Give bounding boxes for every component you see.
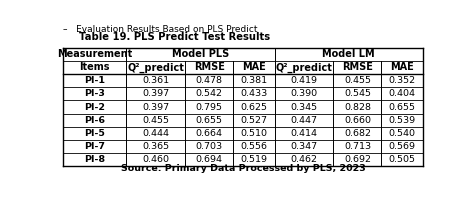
Text: 0.390: 0.390 [291, 89, 318, 98]
Text: 0.527: 0.527 [240, 116, 267, 125]
Text: 0.414: 0.414 [291, 129, 318, 138]
Text: 0.478: 0.478 [196, 76, 223, 85]
Text: 0.539: 0.539 [389, 116, 416, 125]
Text: PI-5: PI-5 [84, 129, 105, 138]
Text: Model PLS: Model PLS [172, 49, 229, 59]
Text: 0.713: 0.713 [344, 142, 371, 151]
Text: 0.655: 0.655 [389, 102, 416, 111]
Text: RMSE: RMSE [342, 62, 373, 72]
Text: 0.542: 0.542 [196, 89, 223, 98]
Text: 0.444: 0.444 [142, 129, 169, 138]
Text: MAE: MAE [242, 62, 266, 72]
Text: 0.625: 0.625 [240, 102, 267, 111]
Text: 0.510: 0.510 [240, 129, 267, 138]
Text: 0.419: 0.419 [291, 76, 318, 85]
Text: 0.433: 0.433 [240, 89, 267, 98]
Text: 0.505: 0.505 [389, 155, 416, 164]
Text: Q²_predict: Q²_predict [275, 62, 332, 73]
Text: 0.694: 0.694 [196, 155, 223, 164]
Text: PI-2: PI-2 [84, 102, 105, 111]
Text: 0.404: 0.404 [389, 89, 416, 98]
Text: 0.361: 0.361 [142, 76, 169, 85]
Text: 0.397: 0.397 [142, 89, 169, 98]
Text: Model LM: Model LM [322, 49, 375, 59]
Text: 0.460: 0.460 [142, 155, 169, 164]
Text: 0.365: 0.365 [142, 142, 169, 151]
Text: Source: Primary Data Processed by PLS, 2023: Source: Primary Data Processed by PLS, 2… [120, 164, 365, 173]
Text: 0.556: 0.556 [240, 142, 267, 151]
Text: MAE: MAE [390, 62, 414, 72]
Text: 0.660: 0.660 [344, 116, 371, 125]
Text: 0.455: 0.455 [142, 116, 169, 125]
Text: 0.345: 0.345 [291, 102, 318, 111]
Text: 0.664: 0.664 [196, 129, 223, 138]
Text: RMSE: RMSE [194, 62, 225, 72]
Text: Q²_predict: Q²_predict [127, 62, 184, 73]
Text: 0.462: 0.462 [291, 155, 318, 164]
Text: 0.381: 0.381 [240, 76, 267, 85]
Text: PI-7: PI-7 [84, 142, 105, 151]
Text: PI-3: PI-3 [84, 89, 105, 98]
Text: PI-8: PI-8 [84, 155, 105, 164]
Text: PI-6: PI-6 [84, 116, 105, 125]
Text: 0.545: 0.545 [344, 89, 371, 98]
Text: 0.352: 0.352 [389, 76, 416, 85]
Text: Items: Items [79, 62, 110, 72]
Text: 0.540: 0.540 [389, 129, 416, 138]
Text: 0.447: 0.447 [291, 116, 318, 125]
Text: 0.795: 0.795 [196, 102, 223, 111]
Text: 0.692: 0.692 [344, 155, 371, 164]
Text: 0.828: 0.828 [344, 102, 371, 111]
Text: Measurement: Measurement [57, 49, 132, 59]
Text: 0.682: 0.682 [344, 129, 371, 138]
Text: 0.655: 0.655 [196, 116, 223, 125]
Text: 0.519: 0.519 [240, 155, 267, 164]
Text: 0.703: 0.703 [196, 142, 223, 151]
Text: –   Evaluation Results Based on PLS Predict: – Evaluation Results Based on PLS Predic… [63, 25, 257, 34]
Text: Table 19. PLS Predict Test Results: Table 19. PLS Predict Test Results [80, 32, 271, 42]
Text: PI-1: PI-1 [84, 76, 105, 85]
Text: 0.347: 0.347 [291, 142, 318, 151]
Text: 0.455: 0.455 [344, 76, 371, 85]
Text: 0.397: 0.397 [142, 102, 169, 111]
Text: 0.569: 0.569 [389, 142, 416, 151]
